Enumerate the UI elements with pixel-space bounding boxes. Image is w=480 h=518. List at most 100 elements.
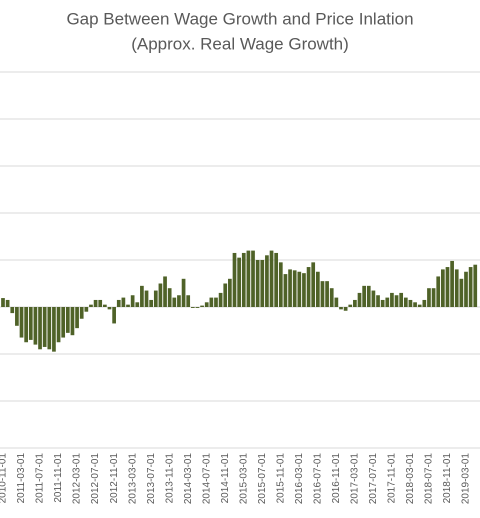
- bar: [103, 304, 107, 307]
- bar: [283, 274, 288, 307]
- bar: [306, 267, 311, 307]
- bar: [325, 281, 329, 307]
- bar: [65, 307, 70, 333]
- bar: [33, 307, 38, 345]
- bar: [366, 285, 371, 307]
- chart-title: Gap Between Wage Growth and Price Inlati…: [66, 9, 413, 28]
- bar: [232, 252, 237, 307]
- bar: [274, 252, 279, 307]
- bar: [339, 307, 343, 310]
- bar: [459, 278, 464, 307]
- bar: [121, 297, 126, 307]
- x-tick-label: 2018-11-01: [442, 453, 453, 504]
- bar: [413, 302, 417, 307]
- bar: [177, 295, 181, 307]
- x-tick-label: 2016-11-01: [331, 453, 342, 504]
- bar: [278, 262, 283, 307]
- bar: [468, 267, 473, 307]
- bar: [56, 307, 61, 343]
- bar: [431, 288, 436, 307]
- bar: [269, 250, 274, 307]
- bar: [79, 307, 84, 319]
- bar: [348, 304, 353, 307]
- bar: [417, 304, 422, 307]
- bar: [394, 295, 399, 307]
- x-tick-label: 2012-07-01: [90, 453, 101, 505]
- bar: [251, 250, 255, 307]
- bar: [403, 297, 408, 307]
- bar: [158, 283, 163, 307]
- x-tick-label: 2017-11-01: [387, 453, 398, 504]
- bar: [167, 288, 172, 307]
- bar: [70, 307, 75, 336]
- x-tick-label: 2015-11-01: [275, 453, 286, 504]
- bar: [311, 262, 316, 307]
- bar: [334, 297, 339, 307]
- bar: [209, 297, 214, 307]
- x-tick-label: 2012-11-01: [109, 453, 120, 504]
- bar: [399, 292, 404, 307]
- bar: [84, 307, 89, 312]
- bar: [246, 250, 251, 307]
- bar: [200, 305, 204, 307]
- bar: [214, 297, 218, 307]
- bar: [427, 288, 431, 307]
- bar: [422, 299, 427, 307]
- bar: [28, 307, 33, 340]
- bar: [473, 264, 478, 307]
- bar: [320, 281, 325, 307]
- bar: [436, 276, 441, 307]
- chart-subtitle: (Approx. Real Wage Growth): [131, 34, 349, 53]
- bar: [288, 269, 292, 307]
- bar: [75, 307, 79, 329]
- x-tick-label: 2014-03-01: [183, 453, 194, 505]
- bar: [223, 283, 228, 307]
- bar: [260, 260, 265, 307]
- x-tick-label: 2012-03-01: [72, 453, 83, 505]
- bar: [237, 257, 241, 307]
- bar: [163, 276, 167, 307]
- bar: [385, 297, 390, 307]
- bar: [408, 299, 413, 307]
- x-tick-label: 2011-03-01: [16, 453, 27, 504]
- bar: [140, 285, 144, 307]
- x-tick-label: 2015-03-01: [238, 453, 249, 505]
- bar: [390, 292, 394, 307]
- bar: [47, 307, 52, 350]
- bar: [204, 302, 209, 307]
- bar: [329, 288, 334, 307]
- bar: [376, 295, 380, 307]
- bar: [112, 307, 116, 324]
- bar: [38, 307, 42, 350]
- x-tick-label: 2019-03-01: [461, 453, 472, 505]
- bar: [149, 299, 154, 307]
- bar: [440, 269, 445, 307]
- bar: [241, 252, 246, 307]
- bar: [1, 298, 5, 307]
- bar: [126, 304, 130, 307]
- bar: [130, 295, 135, 307]
- bar: [24, 307, 29, 343]
- bar: [93, 299, 98, 307]
- bar: [302, 273, 306, 307]
- bar: [380, 299, 385, 307]
- bar: [464, 271, 468, 307]
- bar: [186, 295, 191, 307]
- bar: [42, 307, 47, 347]
- bar: [218, 292, 223, 307]
- x-tick-label: 2018-07-01: [424, 453, 435, 505]
- bar: [135, 302, 140, 307]
- bar: [98, 299, 103, 307]
- bar: [228, 278, 232, 307]
- x-tick-label: 2018-03-01: [405, 453, 416, 505]
- bar: [10, 307, 15, 314]
- x-tick-label: 2013-07-01: [146, 453, 157, 505]
- x-tick-label: 2017-03-01: [350, 453, 361, 505]
- bar: [181, 278, 186, 307]
- bar: [153, 290, 158, 307]
- bar: [255, 260, 260, 307]
- x-tick-label: 2013-03-01: [127, 453, 138, 505]
- bar: [172, 297, 177, 307]
- bar: [19, 307, 24, 338]
